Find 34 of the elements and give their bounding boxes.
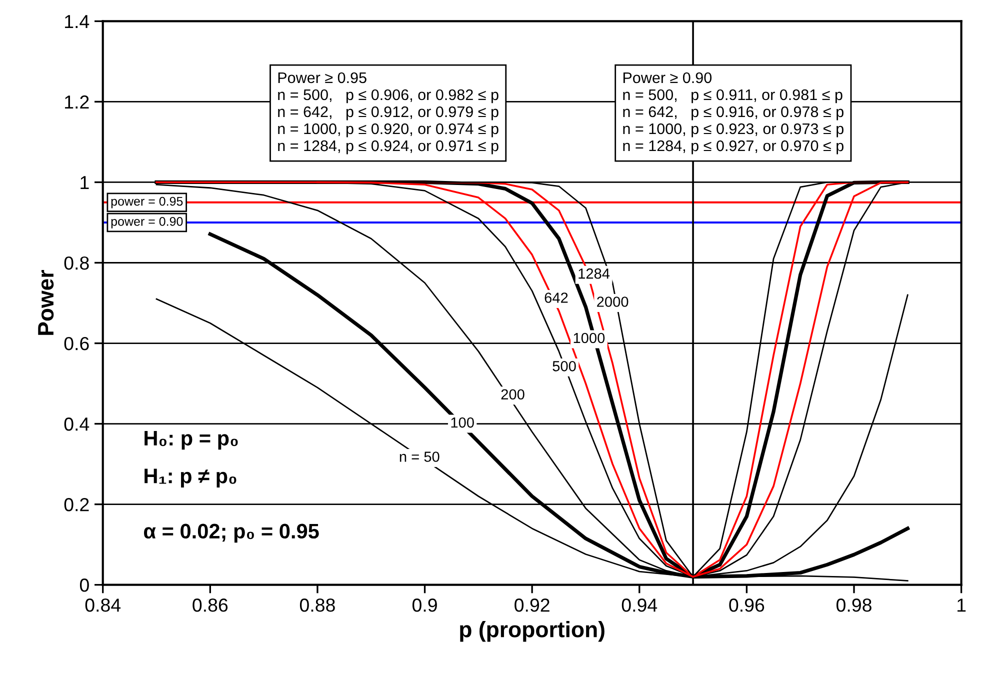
annotation: 100 (451, 417, 474, 428)
x-tick-label: 0.88 (300, 598, 335, 612)
annotation: 500 (552, 361, 576, 372)
y-tick-label: 1.4 (65, 15, 90, 28)
y-axis-title: Power (38, 270, 54, 335)
annotation: 642 (544, 292, 568, 303)
x-tick-label: 1 (958, 598, 966, 612)
y-tick-label: 1 (80, 176, 89, 190)
annotation: n = 50 (400, 452, 440, 462)
annotation: 200 (501, 389, 524, 400)
x-axis-title: p (proportion) (460, 621, 604, 642)
x-tick-label: 0.92 (514, 598, 550, 612)
x-tick-label: 0.84 (85, 598, 121, 612)
x-tick-label: 0.86 (192, 598, 228, 612)
annotation: 2000 (597, 296, 628, 307)
x-tick-label: 0.96 (729, 598, 764, 612)
annotation: Power ≥ 0.90 n = 500, p ≤ 0.911, or 0.981 ≤ p n = 642, p ≤ 0.916, or 0.978 ≤ p n = 1000, p ≤ 0.923, or 0.973 ≤ p n = 1284, p ≤ 0.927, or 0.970 ≤ p (623, 72, 844, 154)
annotation: 1000 (574, 332, 605, 344)
y-tick-label: 0.6 (64, 336, 89, 350)
ref-line-label: power = 0.90 (111, 217, 183, 228)
y-tick-label: 0.4 (64, 417, 90, 431)
annotation: H₁: p ≠ p₀ (144, 468, 236, 488)
y-tick-label: 0.2 (64, 498, 89, 512)
x-tick-label: 0.9 (412, 598, 437, 612)
y-tick-label: 1.2 (65, 95, 89, 109)
annotation: 1284 (578, 268, 610, 279)
x-tick-label: 0.94 (622, 598, 658, 612)
ref-line-label: power = 0.95 (111, 196, 183, 208)
x-tick-label: 0.98 (836, 598, 872, 612)
y-tick-label: 0.8 (64, 256, 89, 270)
annotation: H₀: p = p₀ (144, 431, 238, 450)
annotation: Power ≥ 0.95 n = 500, p ≤ 0.906, or 0.982 ≤ p n = 642, p ≤ 0.912, or 0.979 ≤ p n = 1000, p ≤ 0.920, or 0.974 ≤ p n = 1284, p ≤ 0.924, or 0.971 ≤ p (278, 72, 498, 154)
annotation: α = 0.02; p₀ = 0.95 (144, 524, 319, 543)
y-tick-label: 0 (80, 578, 89, 592)
